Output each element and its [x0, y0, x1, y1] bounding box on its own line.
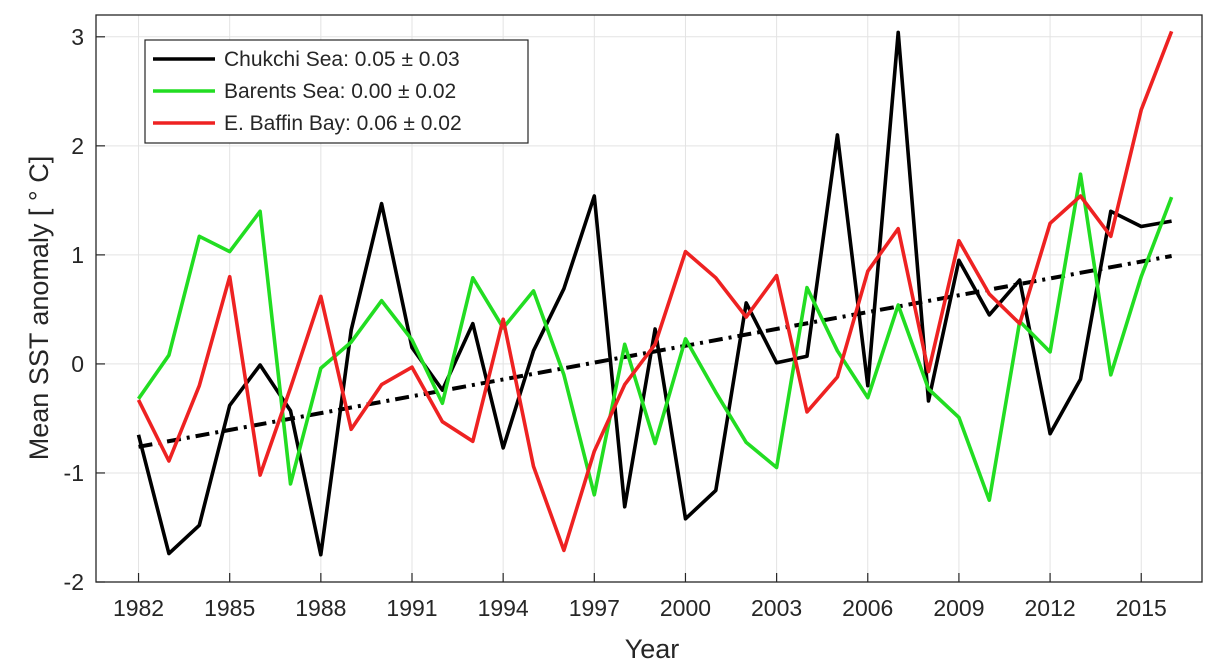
plot-frame [95, 14, 1203, 583]
x-tick-label: 2015 [1116, 595, 1167, 621]
y-axis: -2 -1 0 1 2 3 [64, 24, 105, 595]
x-tick-label: 1982 [113, 595, 164, 621]
y-tick-label: 1 [71, 242, 84, 268]
x-tick-label: 1985 [204, 595, 255, 621]
x-tick-label: 2009 [933, 595, 984, 621]
x-tick-label: 2012 [1024, 595, 1075, 621]
y-tick-label: 2 [71, 133, 84, 159]
series-line-3 [136, 30, 1174, 553]
x-tick-label: 2003 [751, 595, 802, 621]
y-tick-label: 3 [71, 24, 84, 50]
x-axis: 1982 1985 1988 1991 1994 1997 2000 2003 2006 2009… [113, 573, 1167, 621]
legend-label: Barents Sea: 0.00 ± 0.02 [224, 80, 456, 103]
x-tick-label: 2006 [842, 595, 893, 621]
y-axis-title: Mean SST anomaly [ ° C] [24, 156, 54, 460]
legend-label: E. Baffin Bay: 0.06 ± 0.02 [224, 112, 462, 135]
x-tick-label: 2000 [660, 595, 711, 621]
x-axis-title: Year [625, 634, 680, 664]
x-tick-label: 1997 [569, 595, 620, 621]
y-tick-label: -1 [64, 460, 84, 486]
legend: Chukchi Sea: 0.05 ± 0.03 Barents Sea: 0.0… [144, 39, 529, 144]
series-layer [136, 30, 1174, 557]
x-tick-label: 1988 [295, 595, 346, 621]
x-tick-label: 1991 [386, 595, 437, 621]
trend-line [138, 254, 1172, 449]
series-line-2 [137, 172, 1174, 503]
y-tick-label: 0 [71, 351, 84, 377]
y-tick-label: -2 [64, 569, 84, 595]
x-tick-label: 1994 [478, 595, 529, 621]
legend-label: Chukchi Sea: 0.05 ± 0.03 [224, 48, 460, 71]
